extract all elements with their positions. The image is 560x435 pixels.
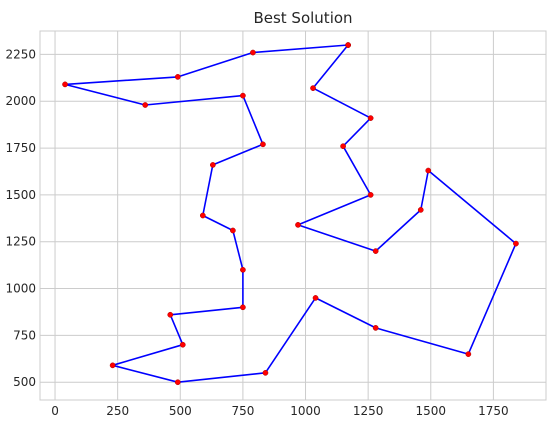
y-tick-label: 1250 (5, 235, 36, 249)
city-point (199, 212, 206, 219)
city-point (240, 266, 246, 273)
city-point (109, 362, 116, 369)
city-point (340, 143, 346, 150)
city-point (262, 369, 269, 376)
series-points (62, 42, 519, 386)
city-point (465, 351, 472, 357)
y-tick-label: 2000 (5, 94, 36, 108)
y-tick-label: 2250 (5, 47, 36, 61)
city-point (372, 325, 379, 331)
x-tick-label: 1000 (290, 404, 321, 418)
city-point (240, 304, 246, 311)
city-point (372, 248, 379, 254)
x-tick-label: 250 (106, 404, 129, 418)
series-lines (64, 44, 517, 384)
city-point (260, 141, 266, 148)
city-point (513, 240, 519, 247)
city-point (167, 311, 174, 318)
city-point (209, 162, 216, 168)
grid-lines (40, 31, 546, 400)
city-point (425, 167, 432, 174)
x-tick-label: 1750 (478, 404, 509, 418)
chart-title: Best Solution (253, 9, 352, 27)
y-tick-label: 1000 (5, 282, 36, 296)
y-tick-label: 1750 (5, 141, 36, 155)
tick-labels: 0 250 500 750 1000 1250 1500 1750 500 750 1000 1250… (5, 47, 508, 418)
y-tick-label: 750 (13, 328, 36, 342)
city-point (310, 85, 316, 91)
y-tick-label: 500 (13, 375, 36, 389)
city-point (295, 222, 301, 228)
city-point (142, 102, 149, 108)
city-point (174, 74, 181, 80)
city-point (417, 207, 424, 213)
x-tick-label: 750 (231, 404, 254, 418)
city-point (312, 295, 319, 301)
x-tick-label: 0 (51, 404, 59, 418)
x-tick-label: 1500 (415, 404, 446, 418)
x-tick-label: 500 (169, 404, 192, 418)
tour-line (64, 44, 517, 384)
city-point (367, 115, 374, 121)
x-tick-label: 1250 (353, 404, 384, 418)
plot-area (39, 30, 547, 401)
city-point (240, 92, 246, 99)
city-point (174, 379, 181, 386)
city-point (250, 49, 256, 56)
city-point (230, 227, 236, 234)
city-point (62, 81, 68, 88)
city-point (179, 341, 186, 348)
city-point (345, 42, 351, 48)
y-tick-label: 1500 (5, 188, 36, 202)
city-point (367, 192, 374, 198)
